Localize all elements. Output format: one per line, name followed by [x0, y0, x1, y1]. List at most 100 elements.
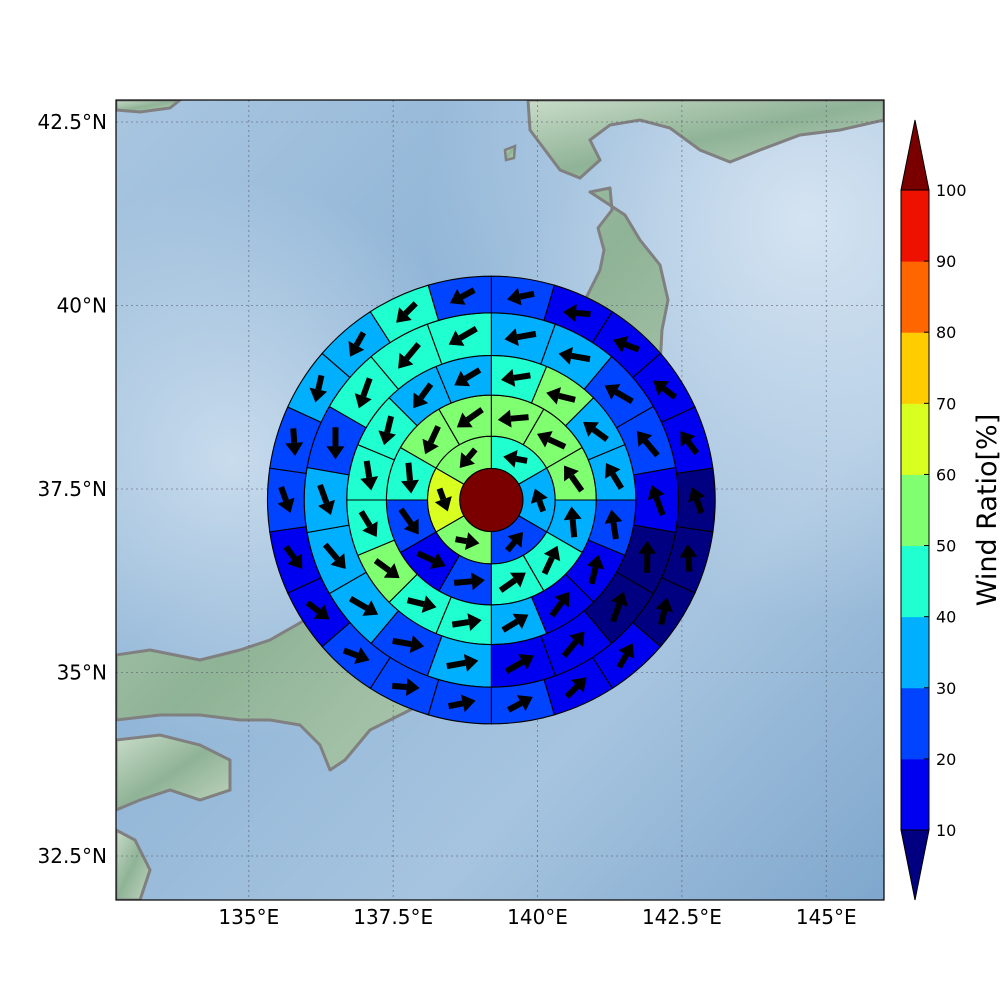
wind-arrow-head: [422, 438, 439, 455]
wind-arrow-shaft: [446, 659, 466, 670]
wind-arrow-shaft: [610, 522, 619, 540]
wind-arrow-shaft: [541, 556, 555, 575]
wind-arrow-shaft: [504, 659, 525, 674]
wind-arrow-head: [504, 328, 519, 347]
wind-arrow-head: [287, 553, 303, 569]
wind-arrow-shaft: [404, 342, 421, 361]
center-hub: [459, 467, 524, 533]
colorbar-over-extension: [900, 119, 930, 191]
wind-arrow-shaft: [373, 558, 391, 573]
wind-arrow-head: [570, 677, 587, 693]
wind-arrow-shaft: [610, 602, 623, 623]
wind-arrow-shaft: [653, 496, 666, 517]
wind-arrow-head: [360, 476, 379, 491]
wind-arrow-shaft: [418, 382, 434, 400]
wind-arrow-shaft: [363, 460, 373, 478]
colorbar-segment: [901, 261, 929, 333]
colorbar-segment: [901, 403, 929, 475]
wind-arrow-shaft: [561, 639, 579, 658]
lon-tick-label: 140°E: [507, 905, 568, 929]
lat-tick-label: 42.5°N: [38, 110, 108, 134]
wind-arrow-head: [348, 340, 365, 357]
wind-arrow-head: [655, 597, 674, 613]
colorbar-segment: [901, 332, 929, 404]
wind-arrow-shaft: [616, 653, 629, 669]
lon-tick-label: 145°E: [796, 905, 857, 929]
wind-arrow-head: [471, 572, 485, 591]
wind-arrow-head: [463, 653, 479, 672]
colorbar-under-extension: [900, 829, 930, 901]
wind-arrow-head: [530, 488, 548, 504]
wind-arrow-shaft: [610, 472, 624, 490]
wind-arrow-head: [383, 563, 400, 579]
wind-arrow-shaft: [405, 462, 414, 481]
colorbar-segment: [901, 758, 929, 831]
colorbar-frame: [900, 189, 930, 831]
wind-arrow-head: [313, 604, 330, 620]
wind-arrow-head: [401, 479, 419, 494]
wind-arrow-head: [618, 643, 635, 660]
land-shikoku: [116, 733, 232, 812]
wind-arrow-shaft: [353, 331, 367, 347]
wind-arrow-head: [430, 552, 446, 569]
wind-arrow-head: [500, 369, 516, 387]
wind-arrow-shaft: [505, 540, 517, 553]
colorbar-tick-label: 30: [936, 679, 956, 698]
colorbar-tick-label: 70: [936, 394, 956, 413]
colorbar-tick-label: 50: [936, 537, 956, 556]
wind-arrow-head: [406, 678, 420, 696]
wind-arrow-head: [604, 384, 621, 400]
wind-arrow-head: [636, 431, 653, 447]
colorbar-segment: [901, 474, 929, 547]
wind-arrow-head: [679, 544, 698, 558]
wind-arrow-head: [497, 409, 512, 428]
wind-arrow-head: [503, 449, 518, 468]
wind-arrow-shaft: [453, 578, 473, 586]
wind-arrow-shaft: [290, 428, 298, 444]
wind-arrow-head: [610, 591, 628, 607]
wind-arrow-shaft: [451, 619, 470, 628]
wind-arrow-shaft: [463, 367, 482, 382]
wind-arrow-shaft: [558, 392, 576, 403]
longitude-ticks: 135°E 137.5°E 140°E 142.5°E 145°E: [218, 905, 856, 929]
wind-arrow-head: [507, 532, 523, 548]
colorbar-segment: [901, 616, 929, 689]
wind-arrow-shaft: [547, 436, 567, 450]
wind-arrow-shaft: [278, 486, 289, 502]
colorbar-tick-label: 10: [936, 821, 956, 840]
wind-arrow-head: [558, 346, 573, 365]
wind-arrow-head: [448, 330, 465, 346]
wind-arrow-head: [277, 497, 295, 513]
wind-arrow-head: [285, 442, 304, 456]
wind-arrow-head: [509, 572, 526, 588]
wind-arrow-shaft: [624, 341, 640, 353]
wind-arrow-shaft: [455, 536, 468, 545]
wind-arrow-shaft: [315, 374, 325, 391]
wind-arrow-shaft: [403, 301, 418, 316]
wind-arrow-shaft: [448, 700, 464, 710]
wind-arrow-head: [605, 462, 621, 479]
wind-arrow-shaft: [342, 647, 359, 659]
colorbar-tick-label: 40: [936, 608, 956, 627]
land-korea: [116, 100, 183, 114]
wind-arrow-head: [413, 392, 429, 409]
wind-arrow-head: [354, 393, 372, 409]
colorbar-segment: [901, 545, 929, 618]
wind-arrow-shaft: [685, 556, 693, 572]
wind-arrow-head: [465, 532, 480, 551]
map-panel: [116, 100, 884, 900]
wind-arrow-shaft: [317, 483, 330, 504]
wind-arrow-head: [309, 387, 328, 403]
land-sado: [503, 144, 517, 162]
wind-arrow-head: [460, 694, 476, 713]
wind-arrow-head: [449, 289, 466, 305]
wind-arrow-shaft: [498, 577, 517, 593]
wind-arrow-head: [421, 595, 437, 613]
wind-arrow-shaft: [348, 596, 369, 611]
colorbar-segment: [901, 190, 929, 262]
wind-arrow-head: [403, 518, 419, 535]
lon-tick-label: 137.5°E: [353, 905, 433, 929]
wind-arrow-shaft: [458, 326, 478, 341]
wind-arrow-shaft: [569, 474, 585, 493]
